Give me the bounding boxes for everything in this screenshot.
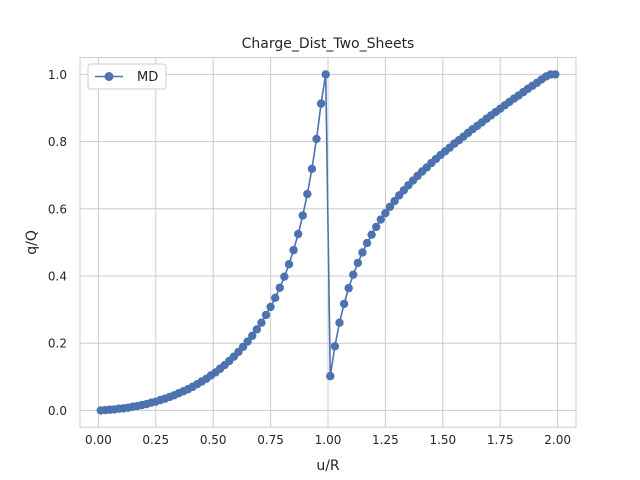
data-point [270,293,280,303]
data-point [284,260,294,269]
y-tick-label: 1.0 [48,68,67,82]
data-point [390,196,399,206]
data-point [367,230,376,239]
data-point [344,283,353,293]
data-point [312,134,321,144]
x-tick-label: 2.00 [544,433,571,447]
data-point [372,222,381,232]
y-tick-label: 0.2 [48,337,67,351]
data-point [335,318,344,327]
data-point [293,229,303,239]
data-point [316,99,326,108]
x-axis-label: u/R [316,458,340,474]
y-tick-label: 0.8 [48,135,67,149]
data-point [289,245,298,255]
x-tick-label: 0.25 [142,433,169,447]
data-point [381,208,390,218]
x-tick-label: 1.50 [429,433,456,447]
chart-title: Charge_Dist_Two_Sheets [242,36,415,52]
y-tick-label: 0.6 [48,202,67,216]
data-point [385,202,395,211]
x-tick-label: 1.75 [487,433,514,447]
data-point [358,248,367,257]
x-tick-label: 0.75 [257,433,284,447]
data-point [349,270,358,279]
data-point [362,238,372,248]
x-tick-label: 1.25 [372,433,399,447]
data-point [326,371,335,381]
data-point [243,337,252,346]
legend-marker [104,72,114,81]
data-point [376,215,386,224]
y-axis-label: q/Q [24,230,40,255]
data-point [307,164,317,174]
legend-label-md: MD [137,70,158,85]
data-point [257,318,266,327]
data-point [248,331,257,341]
y-tick-label: 0.4 [48,270,67,284]
data-point [275,283,284,292]
tick-labels: 0.00 0.25 0.50 0.75 1.00 1.25 1.50 1.75 2.00 0.0 0… [48,68,571,447]
legend-box [87,63,167,90]
legend: MD [87,63,167,90]
data-point [280,272,289,281]
x-tick-label: 0.50 [200,433,227,447]
data-point [298,211,307,220]
data-point [252,325,262,334]
data-point [261,310,271,320]
data-point [266,302,275,312]
y-tick-label: 0.0 [48,404,67,418]
data-point [321,70,330,79]
x-tick-label: 0.00 [85,433,112,447]
data-point [303,189,312,199]
data-point [339,299,349,309]
data-point [551,70,560,79]
series-layer [96,70,560,415]
data-point [353,258,363,268]
x-tick-label: 1.00 [315,433,342,447]
plot-frame [79,57,577,428]
data-point [330,342,340,351]
